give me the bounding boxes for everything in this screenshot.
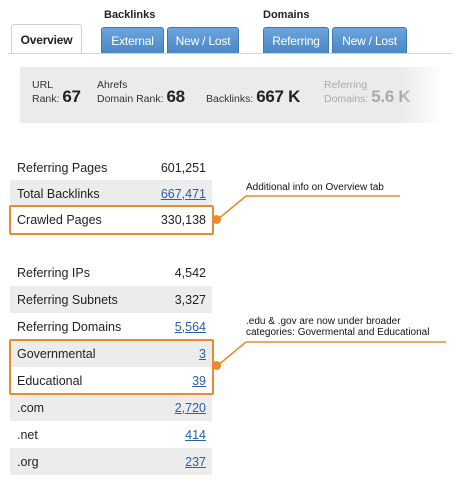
backlinks-value: 667 K: [256, 87, 301, 106]
row-label: .org: [17, 454, 39, 469]
stats-fade: [400, 67, 445, 123]
domains-group-label: Domains: [263, 9, 310, 21]
governmental-link[interactable]: 3: [199, 346, 206, 361]
stat-url-rank: URL Rank: 67: [32, 79, 81, 105]
net-link[interactable]: 414: [185, 427, 206, 442]
domain-rank-label-top: Ahrefs: [97, 79, 128, 91]
referring-domains-link[interactable]: 5,564: [174, 319, 206, 334]
table-row-referring-ips: Referring IPs 4,542: [10, 259, 212, 286]
row-label: Governmental: [17, 346, 96, 361]
row-value: 4,542: [174, 265, 206, 280]
tab-baseline: [8, 53, 453, 54]
callout-overview-info: Additional info on Overview tab: [246, 182, 384, 193]
referring-domains-label: Domains:: [324, 93, 369, 105]
stat-backlinks: Backlinks: 667 K: [206, 79, 300, 105]
stat-domain-rank: Ahrefs Domain Rank: 68: [97, 79, 185, 105]
backlinks-group-label: Backlinks: [104, 9, 156, 21]
row-label: Referring Subnets: [17, 292, 118, 307]
tab-external[interactable]: External: [101, 27, 164, 54]
table-row-com: .com 2,720: [10, 394, 212, 421]
url-rank-value: 67: [62, 87, 81, 106]
domain-rank-value: 68: [166, 87, 185, 106]
row-value: 3,327: [174, 292, 206, 307]
url-rank-label-top: URL: [32, 79, 54, 91]
com-link[interactable]: 2,720: [174, 400, 206, 415]
table-row-governmental: Governmental 3: [10, 340, 212, 367]
row-label: Referring IPs: [17, 265, 90, 280]
table-row-referring-domains: Referring Domains 5,564: [10, 313, 212, 340]
connector-line-overview: [216, 195, 247, 221]
tab-referring[interactable]: Referring: [263, 27, 329, 54]
callout-edu-gov-line2: categories: Govermental and Educational: [246, 327, 430, 338]
tab-new-lost-backlinks[interactable]: New / Lost: [167, 27, 239, 54]
callout-dot-edu-gov: [212, 361, 221, 370]
table-row-total-backlinks: Total Backlinks 667,471: [10, 180, 212, 207]
domain-rank-label: Domain Rank:: [97, 93, 164, 105]
row-label: Crawled Pages: [17, 212, 102, 227]
row-label: .com: [17, 400, 45, 415]
row-label: Referring Pages: [17, 160, 108, 175]
backlinks-label: Backlinks:: [206, 93, 254, 105]
callout-edu-gov-line1: .edu & .gov are now under broader: [246, 316, 401, 327]
connector-line-edu-gov: [216, 341, 247, 367]
row-label: Total Backlinks: [17, 186, 100, 201]
row-label: Educational: [17, 373, 83, 388]
stats-panel: URL Rank: 67 Ahrefs Domain Rank: 68 Back…: [20, 67, 440, 123]
callout-edu-gov: .edu & .gov are now under broader catego…: [246, 316, 429, 338]
url-rank-label: Rank:: [32, 93, 60, 105]
row-value: 330,138: [160, 212, 206, 227]
educational-link[interactable]: 39: [192, 373, 206, 388]
table-row-referring-subnets: Referring Subnets 3,327: [10, 286, 212, 313]
tab-new-lost-domains[interactable]: New / Lost: [332, 27, 407, 54]
table-row-org: .org 237: [10, 448, 212, 475]
org-link[interactable]: 237: [185, 454, 206, 469]
tab-fade: [428, 28, 463, 53]
table-row-net: .net 414: [10, 421, 212, 448]
row-value: 601,251: [160, 160, 206, 175]
row-label: Referring Domains: [17, 319, 122, 334]
table-row-crawled-pages: Crawled Pages 330,138: [10, 206, 212, 233]
table-row-referring-pages: Referring Pages 601,251: [10, 154, 212, 181]
total-backlinks-link[interactable]: 667,471: [160, 186, 206, 201]
referring-domains-label-top: Referring: [324, 79, 368, 91]
callout-dot-overview: [212, 215, 221, 224]
table-row-educational: Educational 39: [10, 367, 212, 394]
tab-overview[interactable]: Overview: [11, 24, 82, 54]
row-label: .net: [17, 427, 38, 442]
